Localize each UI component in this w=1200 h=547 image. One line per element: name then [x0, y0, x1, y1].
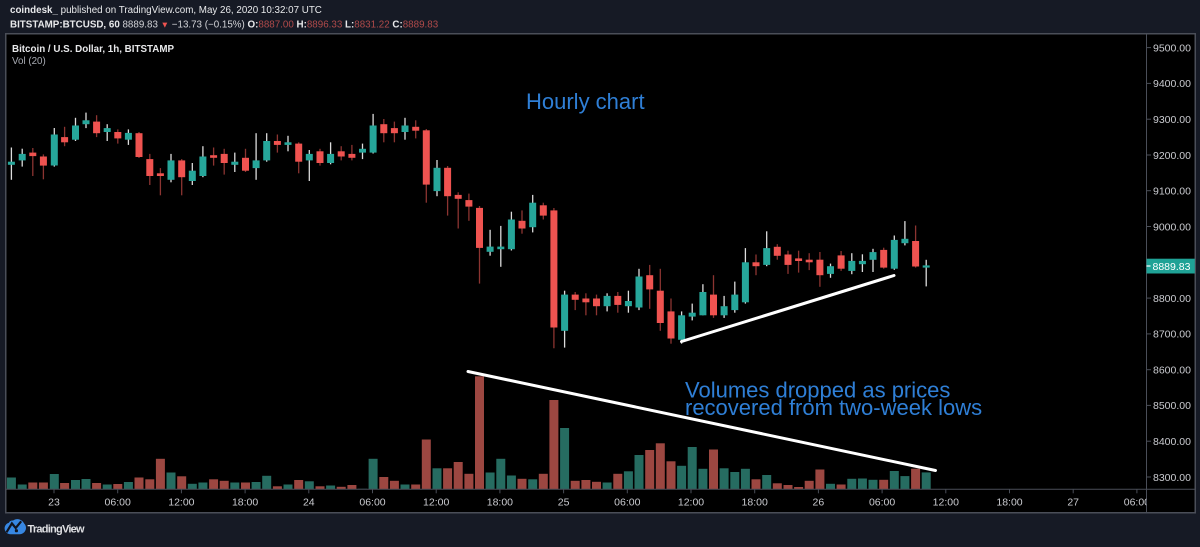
svg-text:12:00: 12:00 — [423, 496, 449, 508]
svg-text:12:00: 12:00 — [933, 496, 959, 508]
svg-text:18:00: 18:00 — [996, 496, 1022, 508]
svg-text:BITSTAMP:BTCUSD, 60 8889.83 ▼: BITSTAMP:BTCUSD, 60 8889.83 ▼ −13.73 (−0… — [10, 19, 439, 30]
svg-text:25: 25 — [558, 496, 570, 508]
svg-text:18:00: 18:00 — [487, 496, 513, 508]
svg-text:Volumes dropped as prices: Volumes dropped as prices — [685, 378, 950, 403]
svg-text:8300.00: 8300.00 — [1153, 472, 1191, 484]
svg-text:recovered from two-week lows: recovered from two-week lows — [685, 395, 982, 420]
svg-text:Vol (20): Vol (20) — [12, 56, 46, 67]
svg-text:Bitcoin / U.S. Dollar, 1h, BIT: Bitcoin / U.S. Dollar, 1h, BITSTAMP — [12, 44, 174, 55]
svg-text:coindesk_ published on Trading: coindesk_ published on TradingView.com, … — [10, 5, 322, 16]
svg-text:TradingView: TradingView — [28, 523, 86, 535]
svg-text:12:00: 12:00 — [168, 496, 194, 508]
svg-text:8889.83: 8889.83 — [1153, 261, 1191, 273]
svg-text:9400.00: 9400.00 — [1153, 78, 1191, 90]
svg-text:Hourly chart: Hourly chart — [526, 89, 645, 114]
svg-text:8800.00: 8800.00 — [1153, 293, 1191, 305]
svg-text:26: 26 — [813, 496, 825, 508]
svg-text:9000.00: 9000.00 — [1153, 221, 1191, 233]
svg-text:06:00: 06:00 — [1124, 496, 1150, 508]
svg-text:9300.00: 9300.00 — [1153, 114, 1191, 126]
svg-text:12:00: 12:00 — [678, 496, 704, 508]
svg-text:06:00: 06:00 — [359, 496, 385, 508]
svg-text:8500.00: 8500.00 — [1153, 400, 1191, 412]
svg-text:9500.00: 9500.00 — [1153, 42, 1191, 54]
svg-text:06:00: 06:00 — [869, 496, 895, 508]
svg-text:06:00: 06:00 — [614, 496, 640, 508]
svg-text:8700.00: 8700.00 — [1153, 329, 1191, 341]
svg-text:9100.00: 9100.00 — [1153, 186, 1191, 198]
svg-text:06:00: 06:00 — [105, 496, 131, 508]
svg-text:8600.00: 8600.00 — [1153, 365, 1191, 377]
svg-text:8400.00: 8400.00 — [1153, 436, 1191, 448]
svg-text:18:00: 18:00 — [232, 496, 258, 508]
svg-text:27: 27 — [1067, 496, 1079, 508]
svg-text:23: 23 — [48, 496, 60, 508]
svg-text:24: 24 — [303, 496, 315, 508]
svg-text:9200.00: 9200.00 — [1153, 150, 1191, 162]
svg-text:18:00: 18:00 — [742, 496, 768, 508]
